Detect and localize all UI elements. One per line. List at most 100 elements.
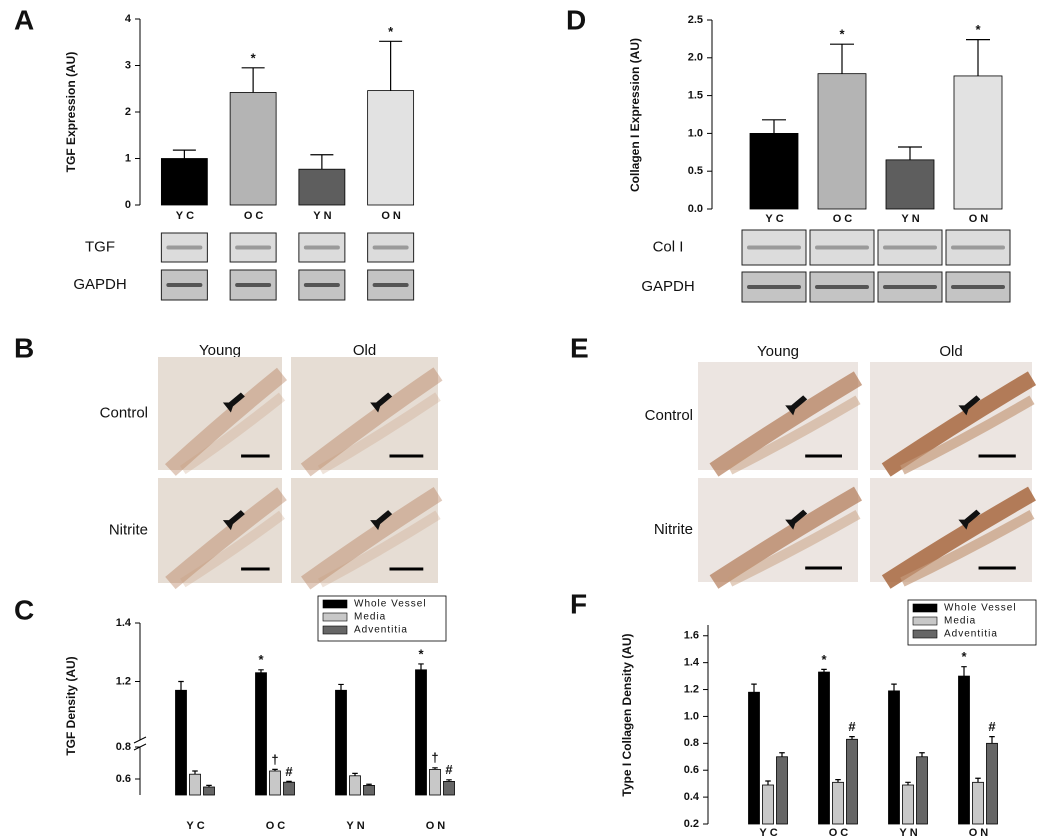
x-tick-label: YC: [765, 213, 786, 225]
vessel-wall: [727, 510, 861, 587]
micrograph: [698, 478, 858, 582]
arrow: [785, 509, 808, 530]
significance-marker: †: [271, 752, 278, 767]
blot-band: [815, 245, 869, 250]
y-tick-label: 4: [125, 13, 132, 25]
error-bar: [178, 680, 184, 691]
error-bar: [966, 39, 990, 76]
x-tick-label: ON: [969, 213, 992, 225]
error-bar: [835, 779, 841, 783]
significance-marker: #: [285, 764, 293, 779]
error-bar: [765, 780, 771, 786]
blot-band: [235, 245, 272, 250]
y-tick-label: 1: [125, 152, 131, 164]
vessel-wall: [709, 371, 863, 477]
x-tick-label: OC: [266, 820, 289, 832]
blot-label: Col I: [653, 238, 684, 255]
y-tick-label: 3: [125, 59, 131, 71]
vessel-wall: [318, 510, 441, 588]
bar: [846, 738, 858, 825]
significance-marker: #: [988, 719, 996, 734]
column-label: Old: [939, 343, 962, 360]
bar: [298, 168, 346, 206]
micrograph: [698, 362, 858, 470]
column-label: Young: [199, 342, 241, 359]
column-label: Old: [353, 342, 376, 359]
bar: [203, 786, 215, 796]
arrow: [370, 392, 393, 413]
significance-marker: #: [445, 762, 453, 777]
legend-swatch: [322, 612, 348, 622]
legend-swatch: [912, 629, 938, 639]
blot-label: GAPDH: [73, 276, 126, 293]
significance-marker: *: [418, 646, 424, 661]
x-tick-label: YN: [901, 213, 922, 225]
legend-label: Media: [354, 612, 386, 623]
error-bar: [751, 683, 757, 693]
bar: [888, 690, 900, 825]
y-tick-label: 0.0: [688, 203, 703, 215]
error-bar: [366, 783, 372, 786]
x-tick-label: ON: [426, 820, 449, 832]
column-label: Young: [757, 343, 799, 360]
y-tick-label: 0.8: [116, 741, 131, 753]
error-bar: [272, 768, 278, 771]
micrograph: [291, 357, 438, 470]
bar: [885, 159, 935, 210]
blot-band: [303, 283, 340, 287]
x-tick-label: OC: [244, 210, 267, 222]
vessel-wall: [881, 486, 1036, 589]
vessel-wall: [727, 395, 861, 475]
significance-marker: *: [821, 652, 827, 667]
bar: [160, 158, 208, 206]
y-tick-label: 2.5: [688, 14, 703, 26]
vessel-wall: [709, 486, 863, 589]
y-tick-label: 1.2: [116, 675, 131, 687]
significance-marker: *: [975, 22, 981, 37]
y-tick-label: 1.5: [688, 90, 703, 102]
axis-break: [133, 736, 147, 744]
vessel-wall: [317, 392, 441, 475]
legend-swatch: [322, 625, 348, 635]
x-tick-label: YC: [176, 210, 197, 222]
vessel-wall: [179, 392, 286, 475]
y-tick-label: 0.6: [116, 773, 131, 785]
y-tick-label: 1.0: [684, 710, 699, 722]
error-bar: [849, 736, 855, 740]
bar: [832, 781, 844, 825]
blot-label: TGF: [85, 238, 115, 255]
bar: [189, 773, 201, 796]
y-axis-label: TGF Expression (AU): [64, 52, 78, 173]
vessel-wall: [301, 486, 443, 590]
error-bar: [891, 683, 897, 691]
x-tick-label: YC: [759, 827, 780, 839]
blot-band: [372, 283, 409, 287]
error-bar: [352, 772, 358, 776]
legend-label: Media: [944, 616, 976, 627]
bar: [335, 689, 347, 796]
panel-letter: D: [566, 4, 586, 35]
y-tick-label: 0: [125, 199, 131, 211]
row-label: Control: [100, 404, 148, 421]
arrow: [370, 510, 393, 531]
bar: [229, 92, 277, 206]
error-bar: [192, 770, 198, 775]
error-bar: [762, 119, 786, 134]
y-tick-label: 1.0: [688, 127, 703, 139]
bar: [818, 671, 830, 825]
bar: [953, 75, 1003, 210]
blot-band: [883, 285, 937, 289]
bar: [283, 781, 295, 796]
error-bar: [379, 40, 403, 91]
arrow: [958, 509, 981, 530]
arrow: [222, 510, 245, 531]
x-tick-label: OC: [829, 827, 852, 839]
y-tick-label: 1.2: [684, 683, 699, 695]
x-tick-label: OC: [833, 213, 856, 225]
x-tick-label: ON: [969, 827, 992, 839]
blot-band: [951, 245, 1005, 250]
error-bar: [975, 777, 981, 783]
x-tick-label: YC: [186, 820, 207, 832]
vessel-wall: [900, 395, 1035, 475]
error-bar: [821, 668, 827, 673]
